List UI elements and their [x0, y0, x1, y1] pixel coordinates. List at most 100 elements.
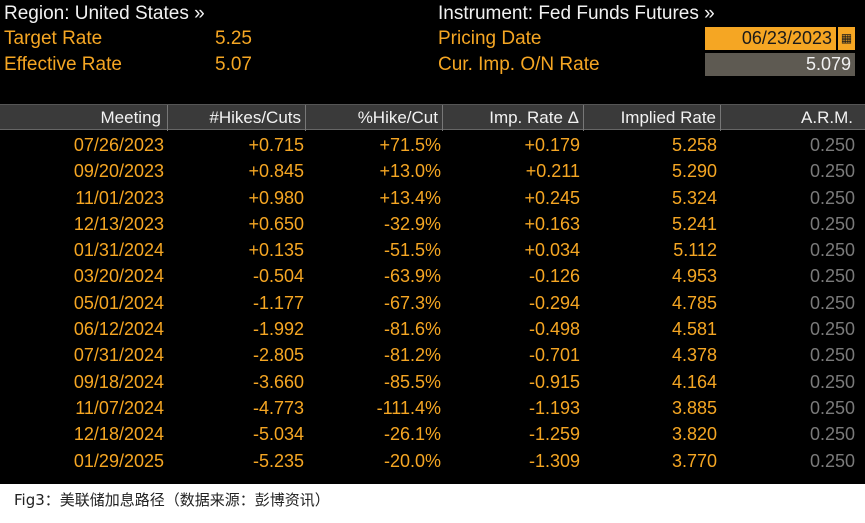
implied-rate-cell: 5.241	[671, 213, 717, 234]
meeting-date-cell: 11/01/2023	[75, 187, 164, 208]
hikes-cuts-cell: +0.650	[248, 213, 304, 234]
meeting-date-cell: 01/29/2025	[73, 450, 164, 471]
table-row[interactable]: 03/20/2024 -0.504 -63.9% -0.126 4.953 0.250	[0, 263, 865, 289]
hikes-cuts-cell: -5.034	[252, 424, 304, 445]
table-row[interactable]: 12/13/2023 +0.650 -32.9% +0.163 5.241 0.250	[0, 211, 865, 237]
imp-rate-delta-cell: +0.179	[524, 135, 580, 155]
meeting-date-cell: 12/13/2023	[73, 213, 164, 234]
implied-rate-cell: 3.820	[671, 424, 717, 445]
pct-hike-cut-cell: -20.0%	[383, 450, 441, 471]
arm-cell: 0.250	[809, 424, 855, 445]
arm-cell: 0.250	[809, 213, 855, 234]
hikes-cuts-cell: -2.805	[252, 345, 304, 366]
hikes-cuts-cell: -0.504	[252, 266, 304, 287]
hikes-cuts-cell: -3.660	[252, 371, 304, 392]
calendar-icon[interactable]: ▦	[838, 27, 855, 50]
table-row[interactable]: 06/12/2024 -1.992 -81.6% -0.498 4.581 0.250	[0, 316, 865, 342]
implied-rate-cell: 3.885	[671, 397, 717, 418]
instrument-selector[interactable]: Instrument: Fed Funds Futures »	[438, 3, 715, 24]
imp-rate-delta-cell: -1.309	[528, 450, 580, 471]
imp-rate-delta-cell: -0.126	[528, 266, 580, 287]
arm-cell: 0.250	[809, 319, 855, 340]
arm-cell: 0.250	[809, 240, 855, 261]
arm-cell: 0.250	[809, 371, 855, 392]
pct-hike-cut-cell: +13.0%	[379, 161, 441, 182]
meeting-table-body: 07/26/2023 +0.715 +71.5% +0.179 5.258 0.250 09…	[0, 132, 865, 474]
imp-rate-delta-cell: -1.259	[528, 424, 580, 445]
meeting-date-cell: 05/01/2024	[73, 292, 164, 313]
hikes-cuts-cell: +0.980	[248, 187, 304, 208]
hikes-cuts-cell: +0.715	[248, 135, 304, 155]
column-header-pct-hike-cut[interactable]: %Hike/Cut	[306, 105, 443, 131]
table-row[interactable]: 07/26/2023 +0.715 +71.5% +0.179 5.258 0.250	[0, 132, 865, 158]
arm-cell: 0.250	[809, 397, 855, 418]
pct-hike-cut-cell: -67.3%	[383, 292, 441, 313]
hikes-cuts-cell: +0.135	[248, 240, 304, 261]
table-header: Meeting #Hikes/Cuts %Hike/Cut Imp. Rate …	[0, 104, 865, 131]
implied-rate-cell: 4.785	[671, 292, 717, 313]
table-row[interactable]: 09/20/2023 +0.845 +13.0% +0.211 5.290 0.250	[0, 158, 865, 184]
hikes-cuts-cell: -1.177	[252, 292, 304, 313]
implied-rate-cell: 5.112	[673, 240, 717, 261]
fed-funds-terminal: Region: United States » Instrument: Fed …	[0, 0, 865, 484]
meeting-date-cell: 07/26/2023	[73, 135, 164, 155]
table-row[interactable]: 01/29/2025 -5.235 -20.0% -1.309 3.770 0.250	[0, 448, 865, 474]
imp-rate-delta-cell: -0.294	[528, 292, 580, 313]
figure-caption: Fig3：美联储加息路径（数据来源：彭博资讯）	[14, 491, 330, 509]
meeting-date-cell: 09/20/2023	[73, 161, 164, 182]
imp-rate-delta-cell: -0.701	[528, 345, 580, 366]
imp-rate-delta-cell: +0.034	[524, 240, 580, 261]
meeting-date-cell: 11/07/2024	[75, 397, 164, 418]
table-row[interactable]: 12/18/2024 -5.034 -26.1% -1.259 3.820 0.250	[0, 421, 865, 447]
hikes-cuts-cell: -4.773	[252, 397, 304, 418]
imp-rate-delta-cell: +0.245	[524, 187, 580, 208]
effective-rate-label: Effective Rate	[4, 54, 122, 75]
arm-cell: 0.250	[809, 161, 855, 182]
pct-hike-cut-cell: -81.6%	[383, 319, 441, 340]
implied-rate-cell: 4.164	[671, 371, 717, 392]
implied-rate-cell: 5.258	[671, 135, 717, 155]
column-header-imp-rate-delta[interactable]: Imp. Rate Δ	[443, 105, 584, 131]
meeting-date-cell: 03/20/2024	[73, 266, 164, 287]
arm-cell: 0.250	[809, 292, 855, 313]
column-header-meeting[interactable]: Meeting	[0, 105, 168, 131]
column-header-arm[interactable]: A.R.M.	[801, 108, 853, 127]
column-header-hikes-cuts[interactable]: #Hikes/Cuts	[168, 105, 306, 131]
table-row[interactable]: 01/31/2024 +0.135 -51.5% +0.034 5.112 0.250	[0, 237, 865, 263]
arm-cell: 0.250	[809, 450, 855, 471]
implied-rate-cell: 4.378	[671, 345, 717, 366]
implied-rate-cell: 4.953	[671, 266, 717, 287]
implied-rate-cell: 5.290	[671, 161, 717, 182]
arm-cell: 0.250	[809, 345, 855, 366]
region-selector[interactable]: Region: United States »	[4, 3, 205, 24]
pct-hike-cut-cell: -32.9%	[383, 213, 441, 234]
pct-hike-cut-cell: +13.4%	[379, 187, 441, 208]
table-row[interactable]: 05/01/2024 -1.177 -67.3% -0.294 4.785 0.250	[0, 290, 865, 316]
pricing-date-label: Pricing Date	[438, 28, 542, 49]
table-row[interactable]: 11/07/2024 -4.773 -111.4% -1.193 3.885 0.250	[0, 395, 865, 421]
table-row[interactable]: 11/01/2023 +0.980 +13.4% +0.245 5.324 0.250	[0, 185, 865, 211]
meeting-date-cell: 09/18/2024	[73, 371, 164, 392]
arm-cell: 0.250	[809, 266, 855, 287]
pct-hike-cut-cell: -111.4%	[376, 397, 441, 418]
pct-hike-cut-cell: -85.5%	[383, 371, 441, 392]
meeting-date-cell: 12/18/2024	[73, 424, 164, 445]
pct-hike-cut-cell: -51.5%	[383, 240, 441, 261]
hikes-cuts-cell: +0.845	[248, 161, 304, 182]
imp-rate-delta-cell: +0.163	[524, 213, 580, 234]
implied-rate-cell: 5.324	[671, 187, 717, 208]
hikes-cuts-cell: -5.235	[252, 450, 304, 471]
pricing-date-field[interactable]: 06/23/2023	[705, 27, 836, 50]
pct-hike-cut-cell: -63.9%	[383, 266, 441, 287]
implied-rate-cell: 3.770	[671, 450, 717, 471]
target-rate-value: 5.25	[215, 28, 252, 49]
imp-rate-delta-cell: +0.211	[525, 161, 580, 182]
column-header-implied-rate[interactable]: Implied Rate	[584, 105, 721, 131]
target-rate-label: Target Rate	[4, 28, 103, 49]
table-row[interactable]: 09/18/2024 -3.660 -85.5% -0.915 4.164 0.250	[0, 369, 865, 395]
meeting-date-cell: 01/31/2024	[73, 240, 164, 261]
table-row[interactable]: 07/31/2024 -2.805 -81.2% -0.701 4.378 0.250	[0, 342, 865, 368]
pct-hike-cut-cell: -26.1%	[383, 424, 441, 445]
cur-imp-rate-field: 5.079	[705, 53, 855, 76]
imp-rate-delta-cell: -1.193	[528, 397, 580, 418]
